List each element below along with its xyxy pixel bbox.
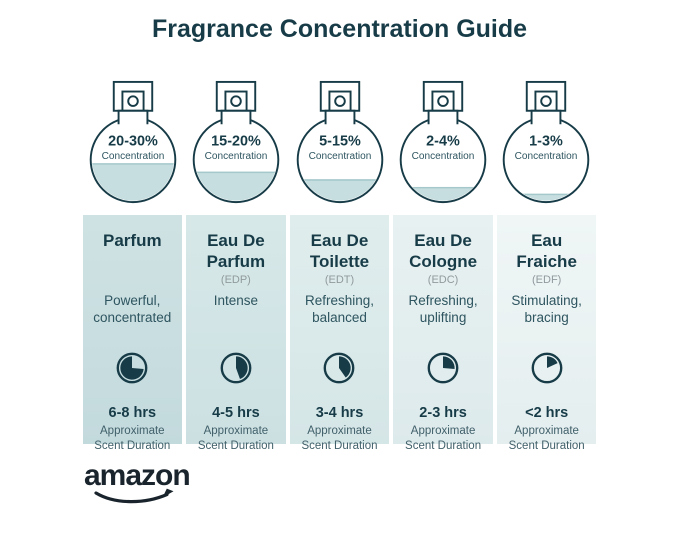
perfume-bottle: 20-30% Concentration <box>82 80 185 205</box>
fragrance-name: Parfum <box>103 231 162 250</box>
fragrance-description: Stimulating, bracing <box>511 293 582 325</box>
fragrance-column-eau-de-parfum: Eau De Parfum (EDP) Intense 4-5 hrs Appr… <box>186 215 286 452</box>
duration-note: Approximate Scent Duration <box>301 425 378 452</box>
fragrance-description: Intense <box>213 293 259 308</box>
nozzle-dot-icon <box>127 95 139 107</box>
amazon-smile-icon <box>94 488 174 504</box>
liquid-fill <box>92 163 174 201</box>
liquid-fill <box>505 193 587 201</box>
clock-wrap <box>83 350 183 396</box>
clock-wrap <box>290 350 390 396</box>
bottle-neck <box>117 109 149 125</box>
duration-hours: 4-5 hrs <box>212 405 260 421</box>
perfume-bottle-graphic: 2-4% Concentration <box>399 80 486 204</box>
duration-clock-icon <box>116 352 148 384</box>
fragrance-name: Eau Fraiche <box>516 231 577 271</box>
fragrance-column-eau-de-toilette: Eau De Toilette (EDT) Refreshing, balanc… <box>289 215 390 452</box>
duration-hours: 2-3 hrs <box>419 405 467 421</box>
concentration-range: 20-30% <box>108 133 158 149</box>
fragrance-abbreviation: (EDT) <box>324 274 355 286</box>
fragrance-name: Eau De Toilette <box>309 231 370 271</box>
concentration-label: Concentration <box>102 151 165 162</box>
perfume-bottle: 15-20% Concentration <box>185 80 288 205</box>
duration-clock-icon <box>324 352 355 384</box>
fragrance-column-parfum: Parfum Powerful, concentrated 6-8 hrs Ap… <box>82 215 183 452</box>
duration-hours: <2 hrs <box>525 405 569 421</box>
column-header: Eau De Toilette (EDT) <box>290 230 390 292</box>
perfume-bottle: 5-15% Concentration <box>288 80 391 205</box>
duration-hours: 3-4 hrs <box>315 405 364 421</box>
duration-clock-icon <box>220 352 252 384</box>
nozzle-dot-icon <box>436 95 449 107</box>
fragrance-description: Powerful, concentrated <box>93 293 172 325</box>
bottles-row: 20-30% Concentration 15-20% Concentratio… <box>82 80 598 205</box>
fragrance-description: Refreshing, balanced <box>304 293 374 325</box>
column-header: Parfum <box>83 230 183 292</box>
column-header: Eau De Parfum (EDP) <box>186 230 286 292</box>
duration-hours: 6-8 hrs <box>108 405 157 421</box>
duration-note: Approximate Scent Duration <box>94 425 171 452</box>
nozzle-dot-icon <box>230 95 243 107</box>
brand-footer: amazon <box>84 461 194 506</box>
bottle-neck <box>324 109 355 125</box>
perfume-bottle-graphic: 20-30% Concentration <box>89 80 177 204</box>
fragrance-abbreviation <box>83 253 183 266</box>
concentration-range: 5-15% <box>319 133 361 149</box>
concentration-range: 1-3% <box>529 133 563 149</box>
fragrance-name: Eau De Cologne <box>409 231 478 271</box>
column-header: Eau Fraiche (EDF) <box>497 230 597 292</box>
concentration-range: 15-20% <box>211 133 261 149</box>
concentration-label: Concentration <box>205 151 268 162</box>
perfume-bottle-graphic: 1-3% Concentration <box>502 80 590 204</box>
infographic-page: Fragrance Concentration Guide 20-30% Con… <box>0 15 679 533</box>
clock-wrap <box>393 350 493 396</box>
concentration-label: Concentration <box>308 151 371 162</box>
concentration-label: Concentration <box>411 151 474 162</box>
column-header: Eau De Cologne (EDC) <box>393 230 493 292</box>
fragrance-description: Refreshing, uplifting <box>408 293 478 325</box>
concentration-range: 2-4% <box>426 133 460 149</box>
clock-wrap <box>497 350 597 396</box>
nozzle-dot-icon <box>333 95 346 107</box>
duration-note: Approximate Scent Duration <box>405 425 482 452</box>
duration-clock-icon <box>531 352 563 384</box>
amazon-logo-text: amazon <box>84 459 191 492</box>
duration-clock-icon <box>427 352 459 384</box>
clock-wrap <box>186 350 286 396</box>
nozzle-dot-icon <box>540 95 552 107</box>
fragrance-name: Eau De Parfum <box>206 231 266 271</box>
perfume-bottle: 1-3% Concentration <box>494 80 597 205</box>
perfume-bottle-graphic: 5-15% Concentration <box>296 80 383 204</box>
bottle-neck <box>427 109 459 125</box>
fragrance-column-eau-fraiche: Eau Fraiche (EDF) Stimulating, bracing <… <box>496 215 597 452</box>
fragrance-abbreviation: (EDP) <box>220 274 251 286</box>
fragrance-columns: Parfum Powerful, concentrated 6-8 hrs Ap… <box>82 215 597 452</box>
duration-note: Approximate Scent Duration <box>197 425 274 452</box>
fragrance-abbreviation: (EDF) <box>532 274 562 286</box>
bottle-neck <box>530 109 562 125</box>
page-title: Fragrance Concentration Guide <box>151 15 528 43</box>
liquid-fill <box>298 179 381 201</box>
perfume-bottle: 2-4% Concentration <box>391 80 494 205</box>
fragrance-column-eau-de-cologne: Eau De Cologne (EDC) Refreshing, uplifti… <box>393 215 493 452</box>
bottle-neck <box>220 109 252 125</box>
perfume-bottle-graphic: 15-20% Concentration <box>193 80 280 204</box>
fragrance-abbreviation: (EDC) <box>427 274 459 286</box>
duration-note: Approximate Scent Duration <box>508 425 585 452</box>
concentration-label: Concentration <box>515 151 578 162</box>
